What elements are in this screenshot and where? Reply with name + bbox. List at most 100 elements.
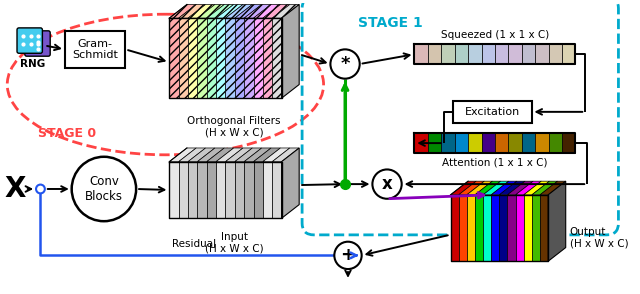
Bar — [414, 44, 428, 64]
Polygon shape — [272, 148, 299, 162]
Text: Attention (1 x 1 x C): Attention (1 x 1 x C) — [442, 158, 548, 168]
Bar — [253, 18, 263, 98]
Bar — [468, 44, 481, 64]
Text: x: x — [381, 175, 392, 193]
Text: *: * — [340, 55, 350, 73]
Polygon shape — [532, 181, 557, 195]
Bar — [272, 18, 282, 98]
Bar — [522, 44, 535, 64]
Polygon shape — [253, 4, 280, 18]
Bar — [428, 44, 441, 64]
Bar — [179, 162, 188, 218]
Polygon shape — [179, 4, 205, 18]
FancyBboxPatch shape — [17, 28, 42, 53]
Bar — [499, 195, 508, 261]
Bar — [535, 44, 548, 64]
Bar — [516, 195, 524, 261]
Polygon shape — [540, 181, 566, 195]
Polygon shape — [235, 148, 262, 162]
Polygon shape — [548, 181, 566, 261]
Bar — [508, 44, 522, 64]
Text: Conv
Blocks: Conv Blocks — [85, 175, 123, 203]
Text: Excitation: Excitation — [465, 107, 520, 117]
FancyBboxPatch shape — [25, 31, 50, 56]
Bar — [207, 18, 216, 98]
Polygon shape — [467, 181, 493, 195]
Polygon shape — [170, 4, 196, 18]
Polygon shape — [170, 148, 196, 162]
Bar — [170, 162, 179, 218]
Bar — [483, 195, 491, 261]
Polygon shape — [483, 181, 509, 195]
Bar — [451, 195, 459, 261]
Bar — [495, 44, 508, 64]
Polygon shape — [216, 148, 243, 162]
Polygon shape — [516, 181, 541, 195]
Bar — [216, 162, 225, 218]
Bar — [179, 18, 188, 98]
Bar — [522, 133, 535, 153]
Polygon shape — [499, 181, 525, 195]
Text: Orthogonal Filters
(H x W x C): Orthogonal Filters (H x W x C) — [188, 116, 281, 137]
Bar — [188, 162, 197, 218]
Bar — [207, 162, 216, 218]
Bar — [197, 162, 207, 218]
Bar — [454, 133, 468, 153]
Bar — [548, 133, 562, 153]
Polygon shape — [188, 4, 215, 18]
Bar — [467, 195, 475, 261]
Polygon shape — [179, 148, 205, 162]
Bar — [468, 133, 481, 153]
Bar — [540, 195, 548, 261]
Polygon shape — [491, 181, 517, 195]
Text: X: X — [4, 175, 26, 203]
Bar — [453, 101, 532, 123]
Polygon shape — [272, 4, 299, 18]
Bar — [244, 18, 253, 98]
Polygon shape — [225, 4, 252, 18]
Bar — [441, 44, 454, 64]
Text: STAGE 1: STAGE 1 — [358, 16, 422, 30]
Bar — [188, 18, 197, 98]
Bar — [170, 18, 179, 98]
Bar — [481, 44, 495, 64]
Bar — [428, 133, 441, 153]
Polygon shape — [524, 181, 550, 195]
Polygon shape — [459, 181, 484, 195]
Bar — [508, 133, 522, 153]
Text: Gram-
Schmidt: Gram- Schmidt — [72, 39, 118, 60]
Polygon shape — [244, 4, 271, 18]
Text: Residual: Residual — [172, 238, 216, 248]
Bar — [532, 195, 540, 261]
Polygon shape — [282, 4, 299, 98]
Bar — [263, 18, 272, 98]
Polygon shape — [451, 181, 476, 195]
Bar — [481, 133, 495, 153]
Polygon shape — [263, 4, 290, 18]
Polygon shape — [253, 148, 280, 162]
Bar — [216, 18, 225, 98]
Bar — [475, 195, 483, 261]
Bar — [235, 18, 244, 98]
Polygon shape — [282, 148, 299, 218]
Bar — [235, 162, 244, 218]
Polygon shape — [244, 148, 271, 162]
Bar — [491, 195, 499, 261]
Polygon shape — [508, 181, 533, 195]
Bar — [548, 44, 562, 64]
Bar — [225, 162, 235, 218]
Bar — [253, 162, 263, 218]
Text: STAGE 0: STAGE 0 — [38, 127, 95, 140]
Bar — [562, 133, 575, 153]
Text: +: + — [340, 246, 355, 264]
Text: Output
(H x W x C): Output (H x W x C) — [570, 227, 628, 249]
Bar — [244, 162, 253, 218]
Text: Input
(H x W x C): Input (H x W x C) — [205, 232, 264, 253]
Bar — [562, 44, 575, 64]
Polygon shape — [207, 148, 234, 162]
Polygon shape — [475, 181, 500, 195]
Bar — [441, 133, 454, 153]
Polygon shape — [263, 148, 290, 162]
Bar — [535, 133, 548, 153]
Bar — [272, 162, 282, 218]
